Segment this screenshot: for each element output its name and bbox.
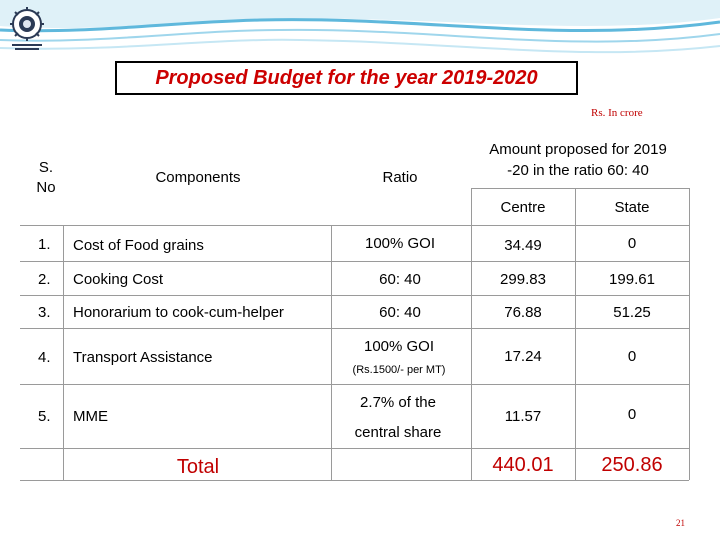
header-wave-decoration <box>0 0 720 54</box>
row-sno: 2. <box>38 271 51 288</box>
units-note: Rs. In crore <box>591 107 643 119</box>
title-box: Proposed Budget for the year 2019-2020 <box>115 61 578 95</box>
grid-line <box>20 480 689 481</box>
row-component: MME <box>73 408 108 425</box>
row-ratio: 60: 40 <box>379 304 421 321</box>
row-sno: 5. <box>38 408 51 425</box>
row-state: 199.61 <box>609 271 655 288</box>
row-sno: 3. <box>38 304 51 321</box>
page-number: 21 <box>676 518 685 528</box>
grid-line <box>20 295 689 296</box>
row-ratio: 2.7% of the <box>360 394 436 411</box>
row-state: 0 <box>627 348 637 365</box>
grid-line <box>20 384 689 385</box>
row-centre: 17.24 <box>504 348 542 365</box>
emblem-logo-icon <box>10 7 44 50</box>
grid-line <box>471 188 689 189</box>
header-amount: Amount proposed for 2019 -20 in the rati… <box>489 141 667 179</box>
header-components: Components <box>155 169 241 186</box>
total-label: Total <box>176 456 220 478</box>
row-component: Cost of Food grains <box>73 237 204 254</box>
row-ratio: 100% GOI <box>363 338 435 355</box>
header-state: State <box>614 199 650 216</box>
grid-line <box>20 328 689 329</box>
total-centre: 440.01 <box>492 454 554 476</box>
row-ratio-note: (Rs.1500/- per MT) <box>352 364 446 376</box>
row-ratio-line2: central share <box>354 424 442 441</box>
grid-line <box>471 188 472 480</box>
row-sno: 1. <box>38 236 51 253</box>
row-centre: 76.88 <box>504 304 542 321</box>
row-component: Cooking Cost <box>73 271 164 288</box>
row-component: Honorarium to cook-cum-helper <box>73 304 284 321</box>
header-ratio: Ratio <box>382 169 418 186</box>
row-state: 51.25 <box>613 304 651 321</box>
row-ratio: 100% GOI <box>364 235 436 252</box>
row-state: 0 <box>627 235 637 252</box>
row-sno: 4. <box>38 349 51 366</box>
row-centre: 299.83 <box>500 271 546 288</box>
row-component: Transport Assistance <box>73 349 213 366</box>
grid-line <box>689 188 690 480</box>
grid-line <box>20 448 689 449</box>
grid-line <box>20 261 689 262</box>
grid-line <box>331 225 332 480</box>
header-centre: Centre <box>500 199 546 216</box>
total-state: 250.86 <box>601 454 663 476</box>
grid-line <box>20 225 689 226</box>
header-sno: S. No <box>36 159 56 196</box>
grid-line <box>63 225 64 480</box>
grid-line <box>575 188 576 480</box>
row-centre: 34.49 <box>504 237 542 254</box>
row-ratio: 60: 40 <box>379 271 421 288</box>
row-state: 0 <box>627 406 637 423</box>
page-title: Proposed Budget for the year 2019-2020 <box>155 66 538 89</box>
row-centre: 11.57 <box>504 408 542 425</box>
